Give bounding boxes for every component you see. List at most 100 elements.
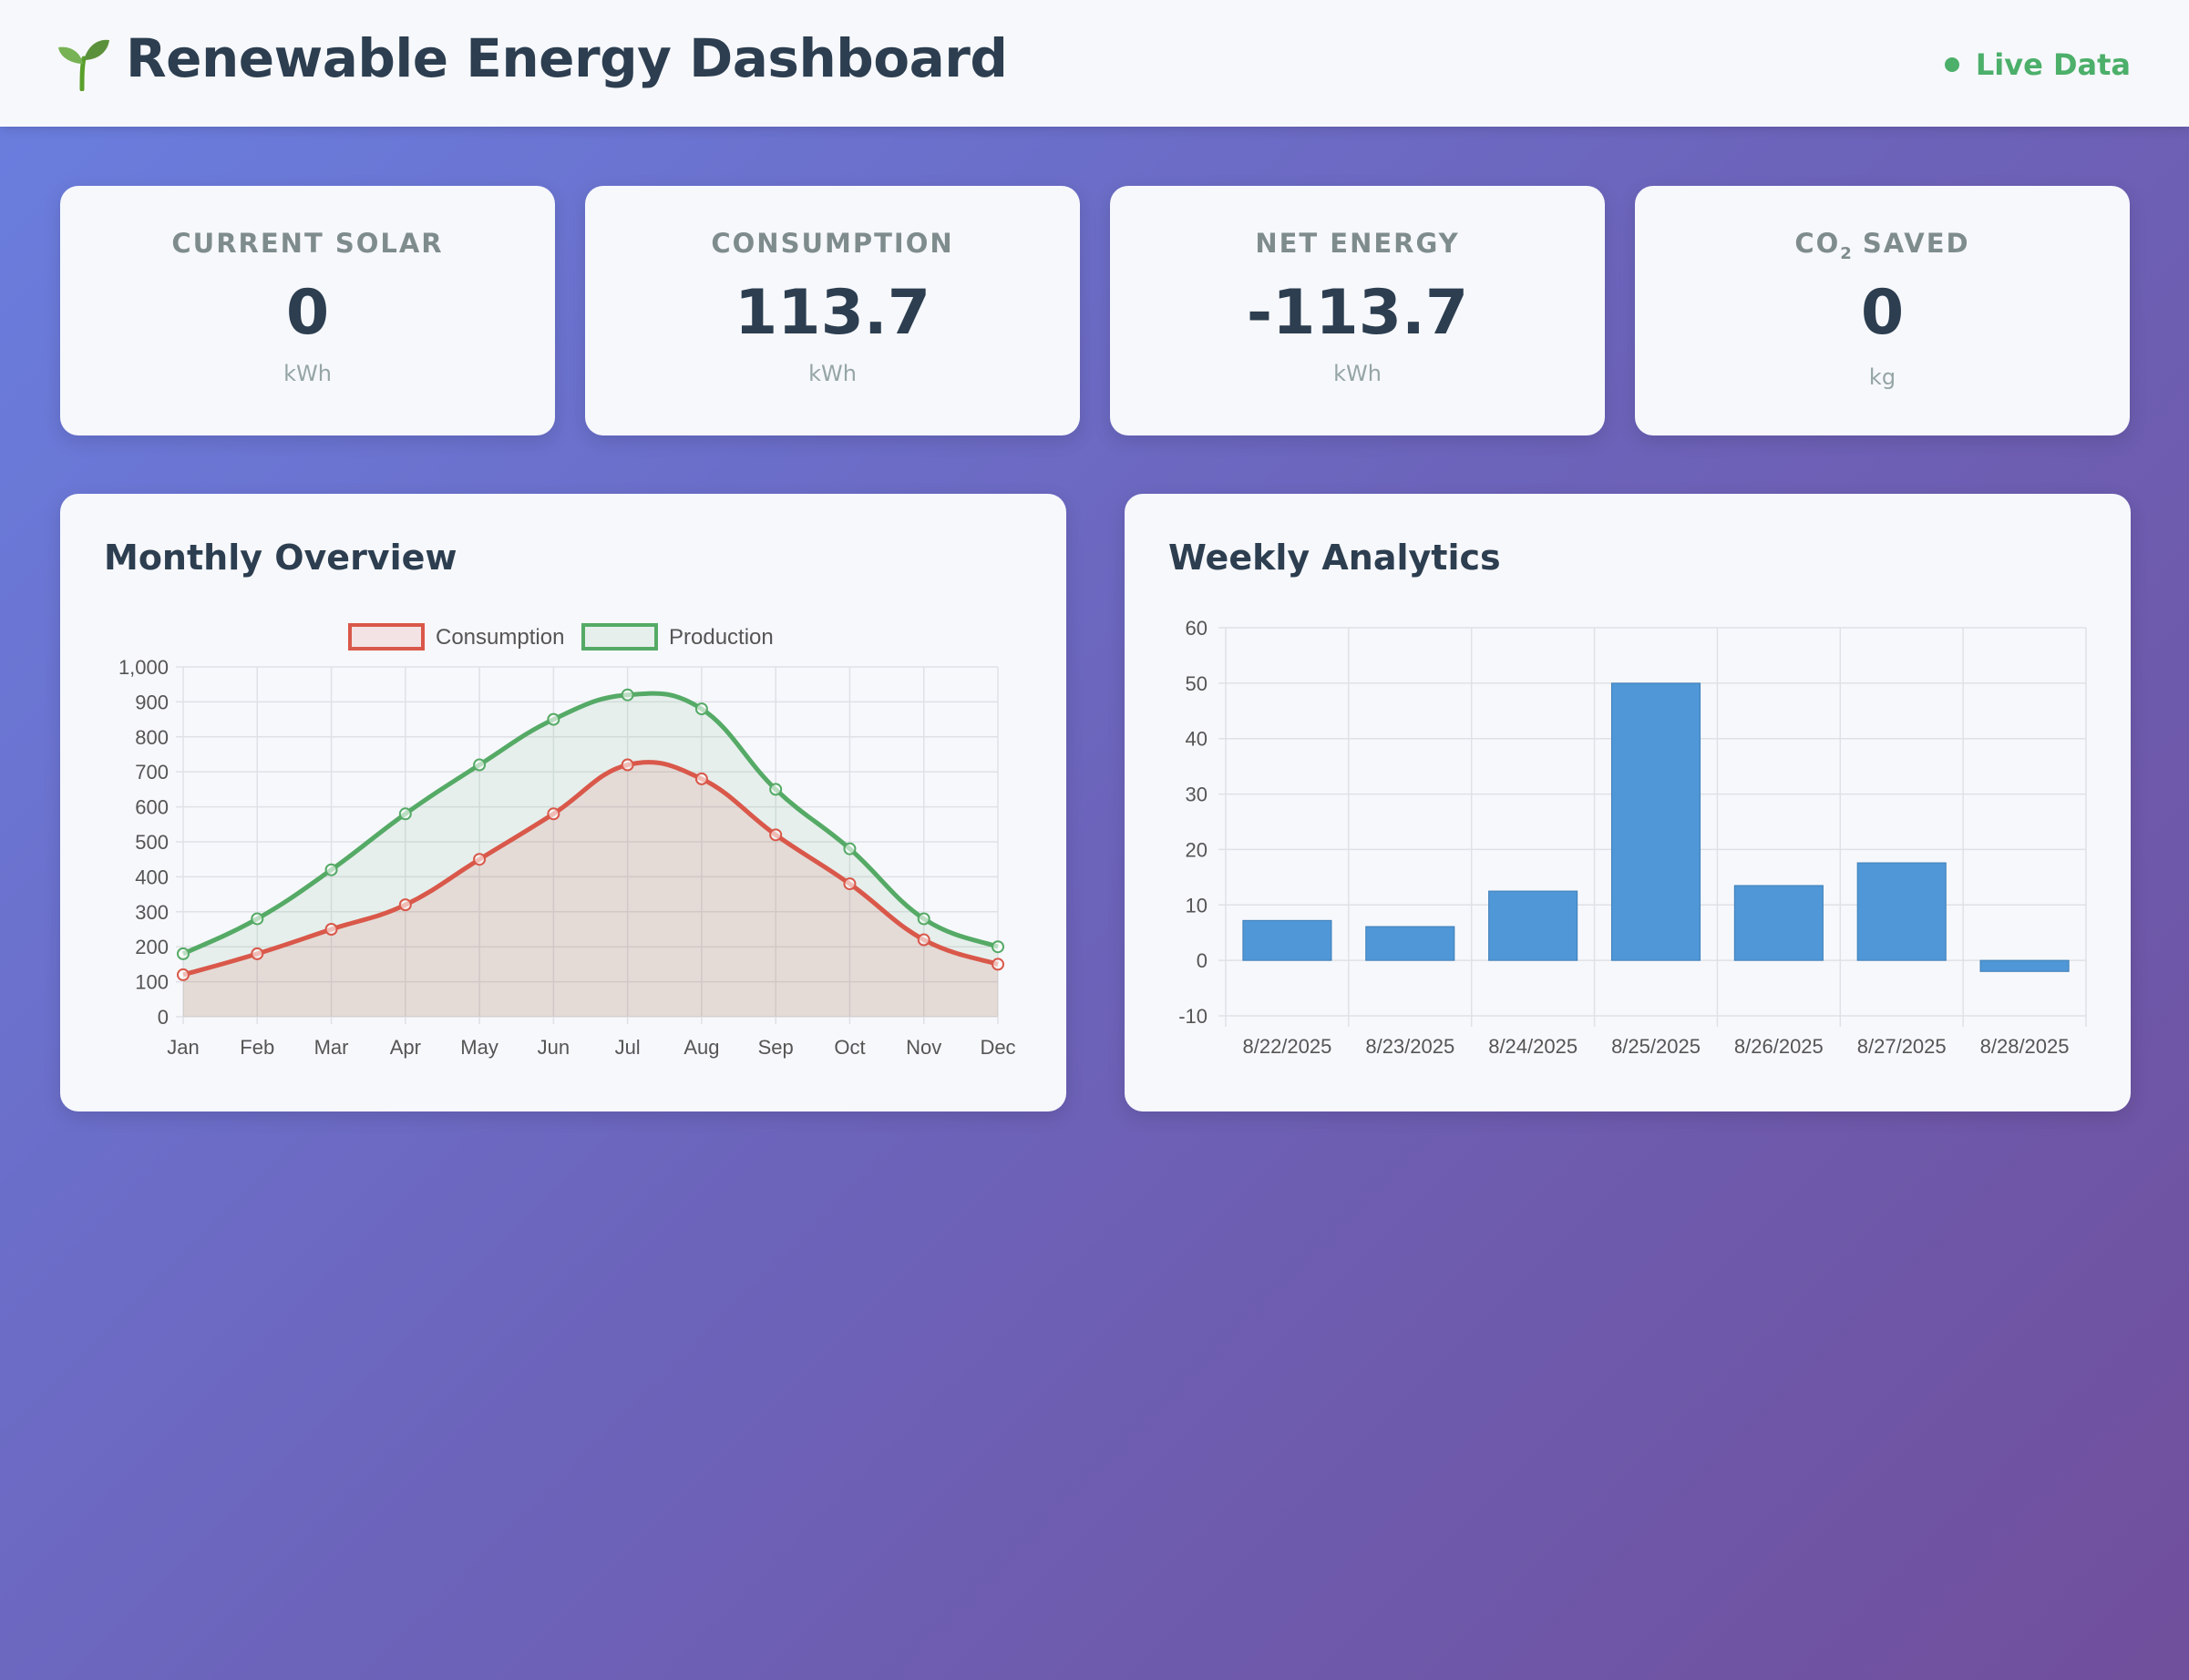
- data-point-consumption: [324, 923, 338, 936]
- x-tick-label: May: [460, 1036, 498, 1059]
- stat-unit: kWh: [1333, 361, 1382, 386]
- data-point-consumption: [694, 772, 708, 785]
- stat-label-rest: SAVED: [1851, 228, 1970, 259]
- legend-swatch: [348, 623, 425, 650]
- y-tick-label: 20: [1186, 838, 1208, 861]
- x-tick-label: Jan: [167, 1036, 199, 1059]
- x-tick-label: Dec: [980, 1036, 1015, 1059]
- bar: [1610, 682, 1701, 961]
- y-tick-label: 0: [158, 1006, 169, 1029]
- legend-label: Production: [669, 625, 774, 650]
- legend-swatch: [581, 623, 658, 650]
- area-fill-consumption: [183, 762, 998, 1017]
- x-tick-label: Apr: [390, 1036, 421, 1059]
- stat-label-subscript: 2: [1840, 243, 1852, 263]
- stat-unit: kWh: [808, 361, 857, 386]
- stat-label: CURRENT SOLAR: [171, 228, 444, 259]
- stat-value: 113.7: [734, 277, 931, 349]
- data-point-production: [694, 702, 708, 716]
- y-tick-label: 900: [135, 691, 169, 713]
- panel-title: Monthly Overview: [104, 538, 457, 578]
- live-label: Live Data: [1975, 47, 2131, 82]
- y-tick-label: 100: [135, 971, 169, 994]
- bar: [1979, 959, 2070, 972]
- y-tick-label: 600: [135, 796, 169, 819]
- y-tick-label: -10: [1178, 1005, 1208, 1028]
- y-tick-label: 300: [135, 901, 169, 924]
- stat-unit: kg: [1868, 364, 1896, 390]
- x-tick-label: Jun: [538, 1036, 570, 1059]
- x-tick-label: Sep: [758, 1036, 794, 1059]
- stat-label: CONSUMPTION: [711, 228, 954, 259]
- data-point-production: [547, 712, 560, 726]
- x-tick-label: Oct: [834, 1036, 865, 1059]
- x-tick-label: Jul: [615, 1036, 641, 1059]
- monthly-overview-panel: Monthly Overview 0 100 200 300 400 500 600 700 8…: [60, 494, 1066, 1111]
- y-tick-label: 30: [1186, 784, 1208, 806]
- data-point-production: [324, 863, 338, 876]
- area-fill-production: [183, 693, 998, 1017]
- y-tick-label: 400: [135, 866, 169, 888]
- data-point-production: [917, 912, 930, 926]
- x-tick-label: 8/22/2025: [1242, 1035, 1331, 1058]
- data-point-consumption: [992, 958, 1004, 971]
- x-tick-label: Aug: [683, 1036, 719, 1059]
- data-point-production: [769, 783, 783, 796]
- bar: [1488, 890, 1578, 961]
- x-tick-label: Nov: [906, 1036, 941, 1059]
- stat-card-current-solar: CURRENT SOLAR 0 kWh: [60, 186, 555, 435]
- bar: [1365, 926, 1455, 961]
- x-tick-label: 8/24/2025: [1488, 1035, 1578, 1058]
- page-title: Renewable Energy Dashboard: [126, 27, 1008, 89]
- data-point-consumption: [473, 853, 487, 866]
- weekly-analytics-panel: Weekly Analytics -10 0 10 20 30 40 50 60 8/22/20…: [1125, 494, 2131, 1111]
- data-point-production: [398, 807, 412, 821]
- data-point-consumption: [251, 947, 264, 960]
- data-point-consumption: [621, 758, 634, 772]
- x-tick-label: 8/25/2025: [1611, 1035, 1701, 1058]
- data-point-production: [473, 758, 487, 772]
- y-tick-label: 50: [1186, 672, 1208, 695]
- legend-label: Consumption: [436, 625, 564, 650]
- x-tick-label: 8/27/2025: [1857, 1035, 1947, 1058]
- y-tick-label: 0: [1197, 949, 1208, 972]
- stat-value: -113.7: [1246, 277, 1469, 349]
- x-tick-label: 8/28/2025: [1980, 1035, 2070, 1058]
- stat-label: NET ENERGY: [1255, 228, 1460, 259]
- data-point-consumption: [547, 807, 560, 821]
- y-tick-label: 40: [1186, 728, 1208, 751]
- data-point-production: [992, 940, 1004, 954]
- header: Renewable Energy Dashboard Live Data: [0, 0, 2189, 127]
- y-tick-label: 800: [135, 726, 169, 749]
- data-point-production: [177, 947, 190, 960]
- x-tick-label: Feb: [240, 1036, 274, 1059]
- stat-card-co2-saved: CO2 SAVED 0 kg: [1635, 186, 2130, 435]
- data-point-consumption: [769, 828, 783, 842]
- x-tick-label: Mar: [314, 1036, 349, 1059]
- x-tick-label: 8/23/2025: [1365, 1035, 1454, 1058]
- data-point-production: [843, 842, 857, 855]
- data-point-production: [251, 912, 264, 926]
- y-tick-label: 10: [1186, 894, 1208, 917]
- bar: [1856, 862, 1947, 961]
- live-status-dot: [1944, 57, 1959, 72]
- stat-label: CO2 SAVED: [1635, 228, 2130, 263]
- y-tick-label: 200: [135, 936, 169, 958]
- x-tick-label: 8/26/2025: [1734, 1035, 1824, 1058]
- panel-title: Weekly Analytics: [1168, 538, 1501, 578]
- data-point-consumption: [177, 968, 190, 981]
- data-point-consumption: [917, 933, 930, 947]
- data-point-consumption: [398, 898, 412, 912]
- y-tick-label: 1,000: [118, 656, 169, 679]
- bar: [1242, 919, 1332, 961]
- stat-label-main: CO: [1794, 228, 1841, 259]
- data-point-consumption: [843, 877, 857, 891]
- live-indicator: Live Data: [1944, 47, 2131, 82]
- bar: [1733, 885, 1824, 961]
- stat-value: 0: [1860, 277, 1905, 349]
- seedling-icon: [58, 39, 109, 91]
- stat-unit: kWh: [283, 361, 332, 386]
- stat-card-net-energy: NET ENERGY -113.7 kWh: [1110, 186, 1605, 435]
- stat-value: 0: [285, 277, 330, 349]
- data-point-production: [621, 688, 634, 702]
